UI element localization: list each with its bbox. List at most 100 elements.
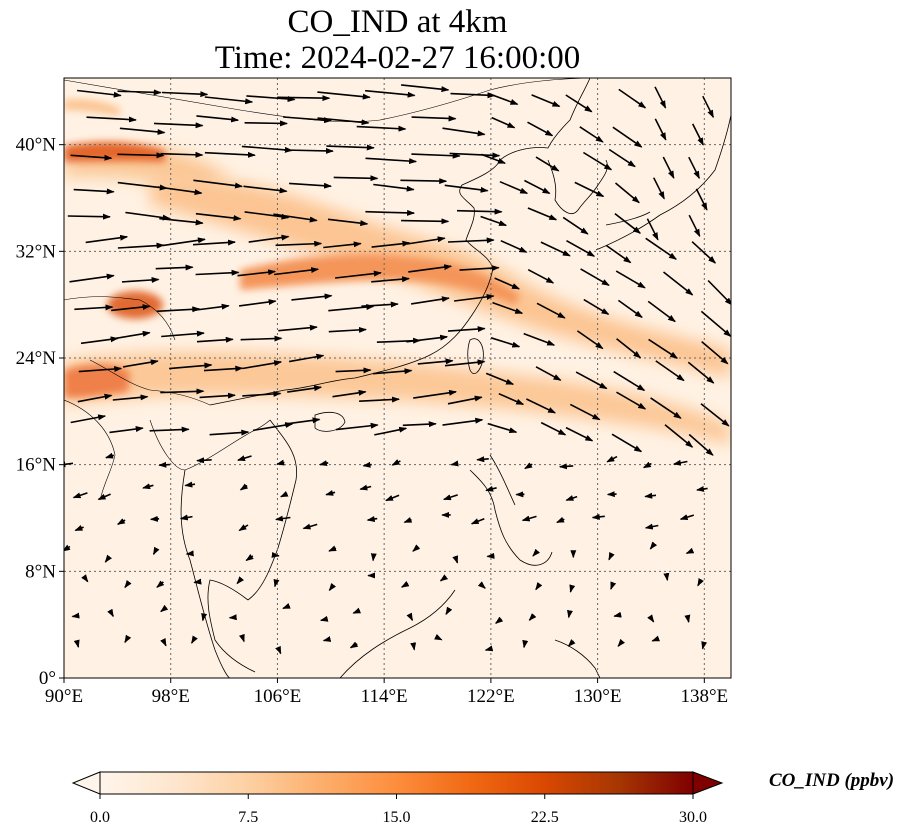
wind-arrow-274 [160, 604, 169, 613]
wind-arrow-183 [374, 426, 408, 436]
wind-arrow-74 [480, 215, 508, 227]
wind-arrow-280 [406, 612, 414, 622]
wind-arrow-41 [449, 152, 501, 159]
wind-arrow-283 [528, 613, 537, 621]
wind-arrow-46 [662, 156, 675, 179]
japan-kyushu [605, 211, 651, 226]
wind-arrow-213 [279, 491, 289, 498]
wind-arrow-209 [97, 493, 111, 501]
wind-arrow-284 [567, 609, 573, 619]
wind-arrow-34 [160, 151, 204, 158]
wind-arrow-270 [663, 572, 670, 582]
wind-arrow-59 [524, 179, 551, 195]
wind-arrow-69 [273, 213, 318, 223]
wind-arrow-21 [283, 116, 332, 124]
tick-label-lat-16: 16°N [16, 455, 57, 476]
wind-arrow-267 [535, 582, 543, 591]
wind-arrow-241 [104, 554, 113, 563]
wind-arrow-188 [565, 426, 594, 442]
wind-arrow-88 [406, 236, 446, 245]
wind-arrow-53 [289, 182, 332, 189]
wind-arrow-43 [535, 156, 560, 172]
wind-arrow-17 [119, 127, 166, 135]
wind-arrow-32 [70, 154, 113, 161]
borneo-coastline [339, 589, 456, 678]
wind-arrow-8 [401, 84, 450, 93]
wind-arrow-72 [401, 218, 450, 225]
wind-arrow-214 [325, 489, 336, 496]
colorbar-extend-min [71, 771, 101, 795]
korea-coastline [547, 159, 608, 214]
wind-arrow-132 [240, 335, 283, 342]
tick-label-lon-90: 90°E [45, 686, 83, 707]
graticule [64, 78, 731, 678]
longitude-ticks: 90°E 98°E 106°E 114°E 122°E 130°E 138°E [45, 678, 728, 707]
wind-arrow-110 [663, 271, 694, 296]
colorbar-tick-label-1: 7.5 [238, 809, 258, 826]
wind-arrow-75 [527, 207, 558, 221]
wind-arrow-15 [702, 95, 715, 119]
tick-label-lon-130: 130°E [574, 686, 622, 707]
wind-arrow-82 [162, 237, 206, 247]
wind-arrow-291 [191, 635, 198, 644]
wind-arrow-118 [328, 303, 375, 312]
wind-arrow-158 [655, 360, 685, 382]
wind-arrow-109 [615, 270, 646, 289]
wind-arrow-186 [487, 422, 518, 434]
wind-arrow-278 [319, 615, 329, 622]
wind-arrow-55 [373, 183, 415, 192]
wind-arrow-39 [365, 157, 418, 165]
wind-arrow-205 [606, 455, 618, 463]
wind-arrow-220 [565, 495, 578, 501]
wind-arrow-255 [685, 547, 695, 555]
wind-arrow-79 [688, 214, 701, 238]
wind-arrow-290 [160, 637, 167, 647]
philippines-luzon [489, 454, 516, 506]
wind-arrow-257 [124, 579, 132, 589]
wind-arrow-81 [117, 242, 165, 249]
wind-arrow-138 [490, 337, 521, 348]
wind-arrow-14 [654, 86, 667, 109]
wind-arrow-237 [591, 513, 605, 520]
colorbar-tick-label-3: 22.5 [531, 809, 559, 826]
wind-arrow-206 [642, 461, 652, 469]
wind-arrow-302 [651, 635, 661, 642]
wind-arrow-61 [614, 182, 640, 204]
colorbar-bar [99, 771, 694, 795]
border-tibet [64, 296, 176, 341]
wind-arrow-87 [371, 240, 411, 248]
wind-arrow-264 [400, 580, 410, 588]
wind-arrow-225 [116, 518, 126, 525]
wind-arrow-204 [558, 463, 574, 470]
wind-arrow-104 [408, 264, 453, 273]
wind-arrow-191 [688, 433, 714, 456]
wind-arrow-251 [532, 548, 540, 557]
wind-arrow-152 [417, 358, 454, 365]
wind-arrow-215 [359, 484, 372, 491]
wind-arrow-210 [142, 483, 154, 490]
wind-arrow-192 [64, 461, 74, 468]
wind-arrow-58 [499, 180, 529, 195]
wind-arrow-167 [359, 396, 400, 403]
wind-arrow-269 [610, 581, 617, 590]
wind-arrow-96 [69, 273, 115, 283]
wind-arrow-54 [333, 175, 379, 182]
wind-arrow-272 [71, 612, 80, 619]
wind-arrow-93 [605, 244, 632, 264]
wind-arrow-11 [531, 94, 561, 108]
wind-arrow-201 [450, 460, 459, 467]
wind-arrow-24 [411, 115, 457, 122]
wind-arrow-168 [413, 389, 457, 399]
wind-arrow-172 [569, 403, 601, 421]
wind-arrow-137 [447, 326, 486, 333]
wind-arrow-108 [580, 268, 610, 286]
wind-arrow-166 [332, 389, 367, 398]
wind-arrow-40 [411, 152, 461, 159]
wind-arrow-244 [245, 553, 254, 562]
wind-arrow-193 [105, 452, 115, 459]
tick-label-lon-106: 106°E [254, 686, 302, 707]
wind-arrow-106 [494, 277, 521, 290]
wind-arrow-276 [228, 614, 237, 621]
wind-arrow-121 [453, 293, 495, 302]
wind-arrow-5 [277, 95, 331, 102]
